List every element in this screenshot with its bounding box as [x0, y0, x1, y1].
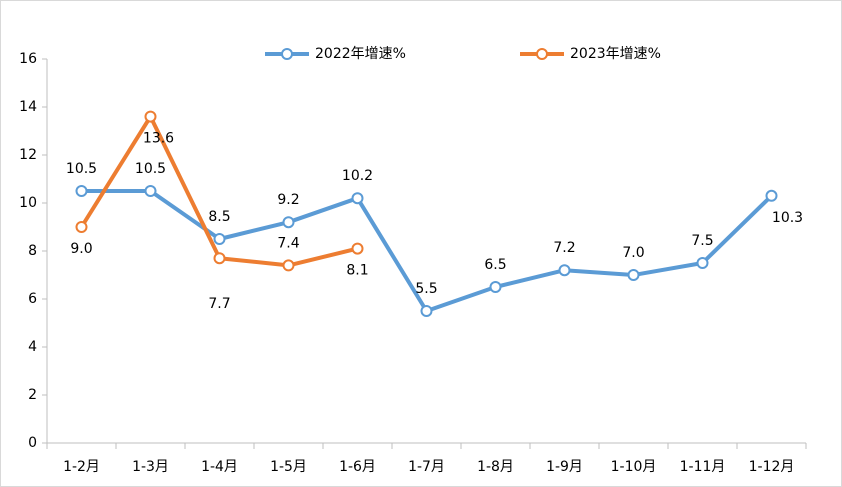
data-point	[75, 221, 88, 233]
x-tick-label: 1-8月	[477, 459, 514, 475]
data-point	[75, 185, 88, 197]
data-point	[213, 233, 226, 245]
x-tick-label: 1-10月	[611, 459, 657, 475]
x-tick-label: 1-12月	[749, 459, 795, 475]
data-label: 6.5	[484, 257, 506, 273]
data-label: 9.2	[277, 192, 299, 208]
data-label: 10.2	[342, 168, 373, 184]
data-label: 7.4	[277, 235, 299, 251]
y-tick-label: 14	[19, 99, 37, 115]
data-label: 7.2	[553, 240, 575, 256]
data-point	[765, 189, 778, 202]
data-point	[420, 305, 433, 317]
data-label: 9.0	[70, 241, 92, 257]
data-label: 7.5	[691, 233, 713, 249]
data-label: 8.5	[208, 209, 230, 225]
x-tick-label: 1-6月	[339, 459, 376, 475]
data-label: 13.6	[143, 131, 174, 147]
data-label: 8.1	[346, 263, 368, 279]
data-point	[351, 192, 364, 205]
y-tick-label: 12	[19, 147, 37, 163]
data-point	[351, 242, 364, 255]
x-tick-label: 1-5月	[270, 459, 307, 475]
y-tick-label: 4	[28, 339, 37, 355]
data-point	[144, 110, 157, 123]
x-tick-label: 1-9月	[546, 459, 583, 475]
x-tick-label: 1-3月	[132, 459, 169, 475]
y-tick-label: 8	[28, 243, 37, 259]
data-point	[282, 259, 295, 272]
data-point	[213, 252, 226, 265]
data-point	[282, 216, 295, 229]
y-tick-label: 6	[28, 291, 37, 307]
data-label: 5.5	[415, 281, 437, 297]
data-point	[144, 185, 157, 197]
y-tick-label: 10	[19, 195, 37, 211]
data-label: 10.3	[772, 210, 803, 226]
data-label: 10.5	[135, 161, 166, 177]
legend-label: 2023年增速%	[570, 46, 661, 62]
y-tick-label: 16	[19, 51, 37, 67]
data-point	[558, 264, 571, 277]
legend-label: 2022年增速%	[315, 46, 406, 62]
data-point	[627, 269, 640, 281]
data-label: 10.5	[66, 161, 97, 177]
y-tick-label: 2	[28, 387, 37, 403]
data-point	[696, 257, 709, 269]
data-label: 7.0	[622, 245, 644, 261]
data-point	[489, 281, 502, 293]
x-tick-label: 1-2月	[63, 459, 100, 475]
y-tick-label: 0	[28, 435, 37, 451]
x-tick-label: 1-4月	[201, 459, 238, 475]
x-tick-label: 1-7月	[408, 459, 445, 475]
x-tick-label: 1-11月	[680, 459, 726, 475]
data-label: 7.7	[208, 296, 230, 312]
legend-marker	[536, 48, 548, 60]
legend-marker	[281, 48, 293, 60]
